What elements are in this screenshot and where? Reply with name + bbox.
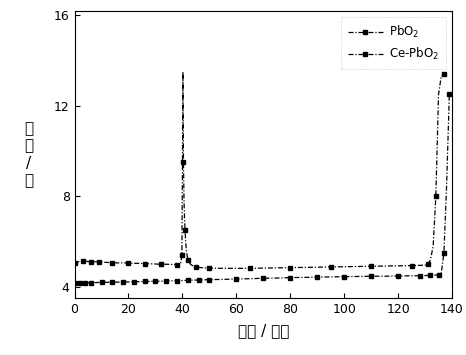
Ce-PbO$_2$ [72,281,77,285]
Line: PbO$_2$: PbO$_2$ [73,70,448,270]
PbO$_2$ [430,244,436,248]
Ce-PbO$_2$ [247,277,253,281]
X-axis label: 时间 / 小时: 时间 / 小时 [238,323,289,338]
PbO$_2$ [220,266,226,271]
PbO$_2$ [428,258,433,262]
Ce-PbO$_2$ [137,279,142,284]
Line: Ce-PbO$_2$: Ce-PbO$_2$ [73,93,451,285]
Ce-PbO$_2$ [75,281,80,285]
Ce-PbO$_2$ [260,276,266,280]
Legend: PbO$_2$, Ce-PbO$_2$: PbO$_2$, Ce-PbO$_2$ [341,17,446,69]
PbO$_2$ [274,266,280,270]
Ce-PbO$_2$ [446,92,452,97]
PbO$_2$ [433,194,439,198]
PbO$_2$ [180,70,186,74]
Ce-PbO$_2$ [288,275,293,280]
Y-axis label: 电
压
/
伏: 电 压 / 伏 [24,121,34,188]
PbO$_2$ [315,265,320,269]
Ce-PbO$_2$ [433,273,439,277]
PbO$_2$ [382,264,387,268]
PbO$_2$ [444,72,449,76]
PbO$_2$ [72,261,77,265]
Ce-PbO$_2$ [382,274,387,278]
